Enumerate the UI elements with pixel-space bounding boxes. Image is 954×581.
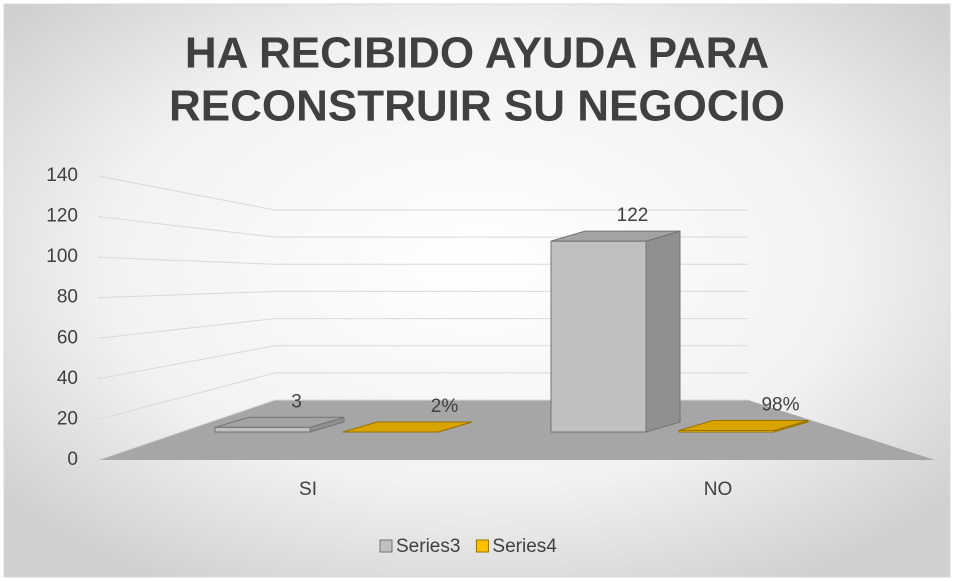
bar-top (550, 230, 681, 242)
y-tick-label: 140 (46, 165, 78, 186)
floor (98, 400, 935, 460)
legend-swatch (475, 539, 489, 553)
bar-top (678, 419, 809, 431)
y-tick-label: 80 (57, 287, 78, 308)
chart-background (3, 3, 951, 578)
grid-line (97, 175, 748, 211)
bar-side (645, 230, 681, 433)
y-tick-label: 60 (57, 327, 78, 348)
y-tick-label: 20 (57, 408, 78, 429)
bar-top (214, 416, 345, 428)
chart-title: HA RECIBIDO AYUDA PARA (185, 29, 769, 78)
data-label: 3 (291, 391, 302, 412)
x-tick-label: SI (299, 479, 317, 500)
chart-title: RECONSTRUIR SU NEGOCIO (169, 82, 785, 131)
bar-top (342, 421, 473, 433)
data-label: 2% (431, 396, 459, 417)
y-tick-label: 100 (46, 246, 78, 267)
data-label: 122 (617, 205, 649, 226)
legend-label: Series3 (396, 536, 460, 557)
bar (214, 426, 311, 433)
y-tick-label: 0 (67, 449, 78, 470)
y-tick-label: 40 (57, 368, 78, 389)
bar (550, 240, 647, 433)
y-tick-label: 120 (46, 206, 78, 227)
legend-label: Series4 (492, 536, 557, 557)
x-tick-label: NO (704, 479, 733, 500)
legend-swatch (379, 539, 393, 553)
data-label: 98% (761, 394, 799, 415)
